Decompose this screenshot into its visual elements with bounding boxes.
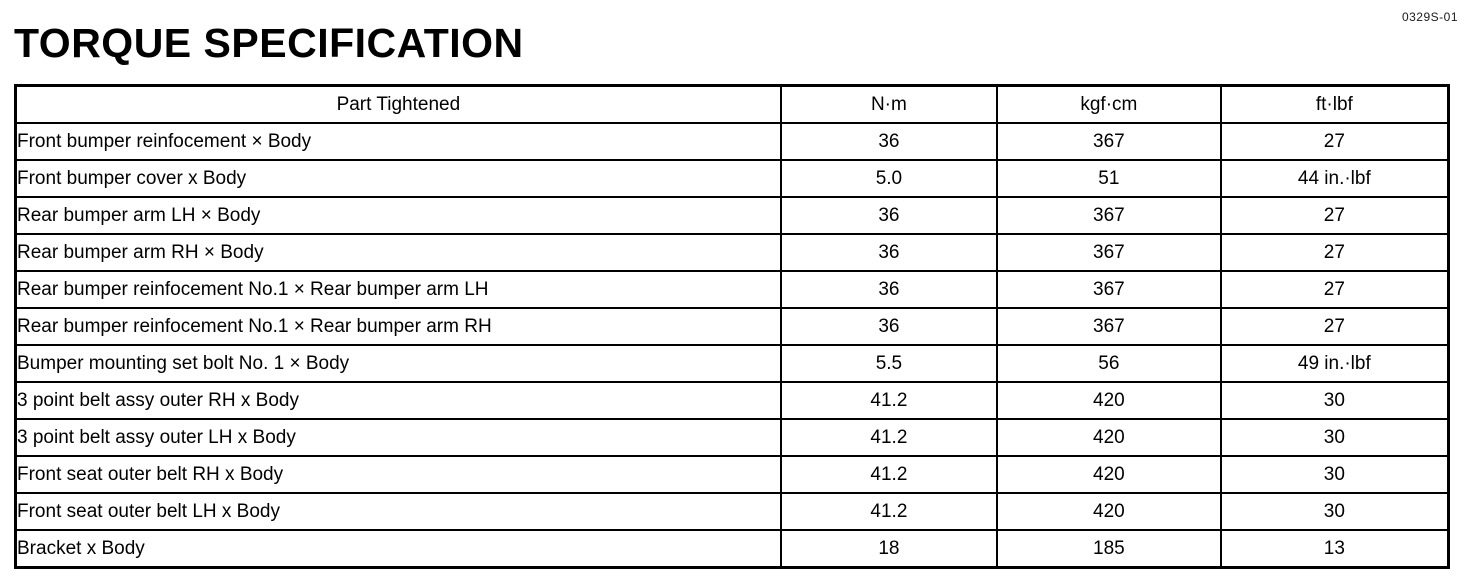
cell-nm: 41.2	[779, 381, 999, 420]
cell-ftlbf: 27	[1219, 196, 1450, 235]
cell-part-tightened: Bumper mounting set bolt No. 1 × Body	[14, 344, 782, 383]
table-row: Rear bumper reinfocement No.1 × Rear bum…	[14, 270, 1450, 309]
cell-kgfcm: 185	[996, 529, 1222, 569]
table-header-row: Part Tightened N·m kgf·cm ft·lbf	[14, 84, 1450, 124]
torque-spec-table: Part Tightened N·m kgf·cm ft·lbf Front b…	[14, 84, 1450, 569]
cell-part-tightened: Front bumper cover x Body	[14, 159, 782, 198]
cell-part-tightened: Rear bumper arm RH × Body	[14, 233, 782, 272]
page-title: TORQUE SPECIFICATION	[14, 20, 524, 66]
cell-kgfcm: 367	[996, 307, 1222, 346]
cell-nm: 36	[779, 307, 999, 346]
cell-part-tightened: 3 point belt assy outer RH x Body	[14, 381, 782, 420]
cell-kgfcm: 367	[996, 196, 1222, 235]
cell-part-tightened: Front seat outer belt RH x Body	[14, 455, 782, 494]
cell-ftlbf: 13	[1219, 529, 1450, 569]
column-header-ftlbf: ft·lbf	[1219, 84, 1450, 124]
cell-nm: 5.0	[779, 159, 999, 198]
cell-kgfcm: 420	[996, 492, 1222, 531]
cell-kgfcm: 51	[996, 159, 1222, 198]
cell-part-tightened: Rear bumper reinfocement No.1 × Rear bum…	[14, 270, 782, 309]
table-row: Front seat outer belt LH x Body 41.2 420 30	[14, 492, 1450, 531]
cell-nm: 36	[779, 270, 999, 309]
cell-kgfcm: 367	[996, 122, 1222, 161]
cell-kgfcm: 367	[996, 270, 1222, 309]
cell-ftlbf: 27	[1219, 270, 1450, 309]
cell-part-tightened: Front seat outer belt LH x Body	[14, 492, 782, 531]
cell-nm: 5.5	[779, 344, 999, 383]
cell-nm: 41.2	[779, 418, 999, 457]
table-body: Front bumper reinfocement × Body 36 367 27 F…	[14, 122, 1450, 569]
table-row: Rear bumper reinfocement No.1 × Rear bum…	[14, 307, 1450, 346]
cell-nm: 41.2	[779, 455, 999, 494]
cell-ftlbf: 49 in.·lbf	[1219, 344, 1450, 383]
column-header-kgfcm: kgf·cm	[996, 84, 1222, 124]
table-row: Bracket x Body 18 185 13	[14, 529, 1450, 569]
column-header-part-tightened: Part Tightened	[14, 84, 782, 124]
cell-ftlbf: 27	[1219, 122, 1450, 161]
cell-nm: 36	[779, 196, 999, 235]
cell-ftlbf: 44 in.·lbf	[1219, 159, 1450, 198]
cell-kgfcm: 367	[996, 233, 1222, 272]
cell-nm: 36	[779, 233, 999, 272]
cell-part-tightened: Rear bumper arm LH × Body	[14, 196, 782, 235]
cell-kgfcm: 420	[996, 381, 1222, 420]
table-row: Front seat outer belt RH x Body 41.2 420 30	[14, 455, 1450, 494]
cell-part-tightened: Rear bumper reinfocement No.1 × Rear bum…	[14, 307, 782, 346]
cell-part-tightened: Bracket x Body	[14, 529, 782, 569]
cell-kgfcm: 420	[996, 455, 1222, 494]
cell-ftlbf: 27	[1219, 233, 1450, 272]
cell-nm: 18	[779, 529, 999, 569]
cell-ftlbf: 30	[1219, 492, 1450, 531]
cell-part-tightened: Front bumper reinfocement × Body	[14, 122, 782, 161]
cell-part-tightened: 3 point belt assy outer LH x Body	[14, 418, 782, 457]
cell-ftlbf: 30	[1219, 455, 1450, 494]
cell-nm: 36	[779, 122, 999, 161]
table-row: Bumper mounting set bolt No. 1 × Body 5.5…	[14, 344, 1450, 383]
column-header-nm: N·m	[779, 84, 999, 124]
cell-ftlbf: 27	[1219, 307, 1450, 346]
cell-nm: 41.2	[779, 492, 999, 531]
cell-ftlbf: 30	[1219, 381, 1450, 420]
table-row: 3 point belt assy outer LH x Body 41.2 420…	[14, 418, 1450, 457]
table-row: Front bumper cover x Body 5.0 51 44 in.·lbf	[14, 159, 1450, 198]
cell-kgfcm: 56	[996, 344, 1222, 383]
table-row: 3 point belt assy outer RH x Body 41.2 420…	[14, 381, 1450, 420]
table-row: Rear bumper arm RH × Body 36 367 27	[14, 233, 1450, 272]
document-reference-code: 0329S-01	[1401, 10, 1458, 24]
cell-ftlbf: 30	[1219, 418, 1450, 457]
table-row: Rear bumper arm LH × Body 36 367 27	[14, 196, 1450, 235]
cell-kgfcm: 420	[996, 418, 1222, 457]
table-row: Front bumper reinfocement × Body 36 367 27	[14, 122, 1450, 161]
